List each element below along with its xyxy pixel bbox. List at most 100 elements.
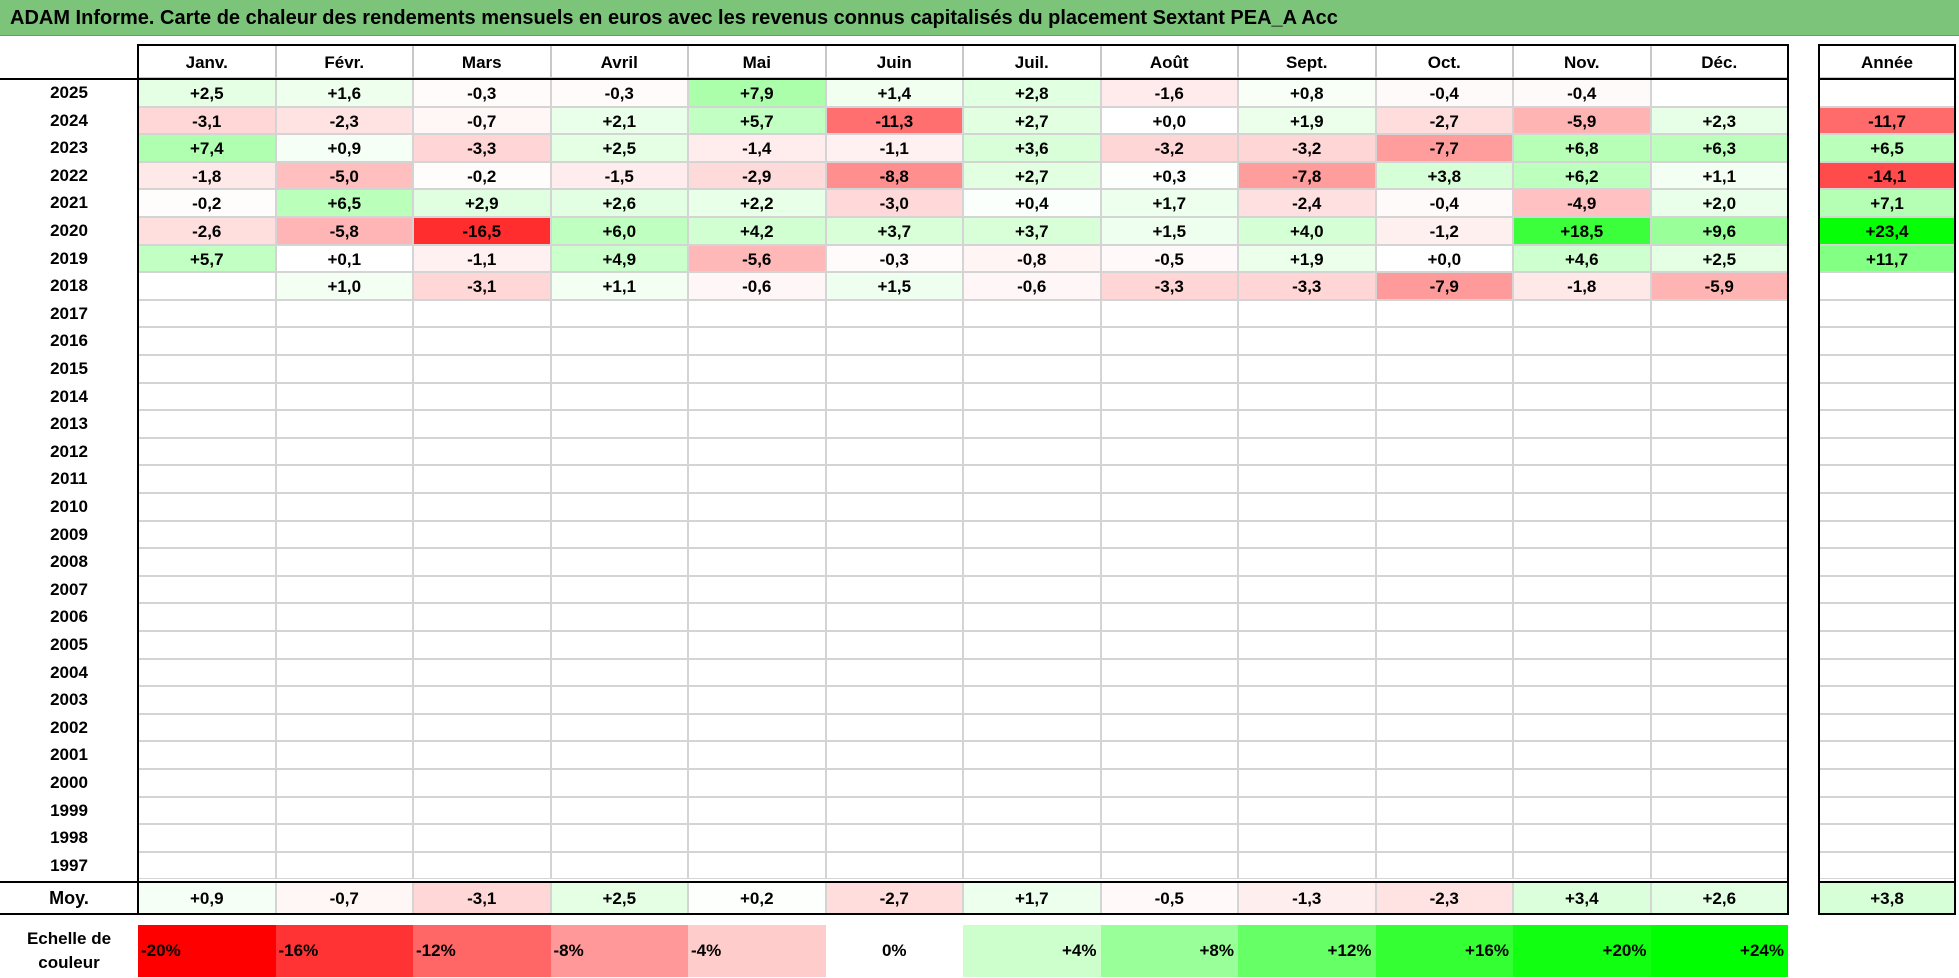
heat-cell (275, 741, 413, 769)
heat-cell: +1,1 (1650, 161, 1788, 190)
heat-cell (1238, 327, 1376, 355)
annual-cell (1819, 713, 1955, 742)
heat-cell (688, 603, 826, 631)
heat-cell (550, 437, 688, 466)
heat-cell: -0,4 (1375, 189, 1513, 217)
heat-cell (275, 355, 413, 383)
heat-cell (413, 410, 551, 438)
heat-cell: +1,1 (550, 272, 688, 300)
heat-cell (413, 299, 551, 328)
heat-cell (138, 713, 276, 742)
year-label: 2005 (50, 635, 88, 654)
annual-cell (1819, 741, 1955, 769)
heat-cell: -0,3 (550, 79, 688, 107)
heat-cell (550, 686, 688, 714)
month-header: Juin (825, 45, 963, 78)
year-label: 2024 (50, 110, 88, 130)
heat-cell (688, 437, 826, 466)
heat-cell (688, 713, 826, 742)
year-label: 2016 (50, 331, 88, 351)
average-cell: +1,7 (963, 882, 1101, 914)
year-label: 2007 (50, 579, 88, 599)
heat-cell (688, 465, 826, 493)
heat-cell (413, 493, 551, 521)
heat-cell: +2,3 (1650, 106, 1788, 135)
heat-cell (1100, 603, 1238, 631)
heat-cell (1100, 713, 1238, 742)
heat-cell: +1,9 (1238, 106, 1376, 135)
month-header: Août (1100, 45, 1238, 78)
heat-cell: +2,5 (550, 134, 688, 162)
heat-cell: -7,7 (1375, 134, 1513, 162)
heat-cell (275, 410, 413, 438)
heat-cell (1513, 493, 1651, 521)
heat-cell (963, 713, 1101, 742)
heat-cell (825, 575, 963, 604)
year-label: 2003 (50, 690, 88, 710)
scale-swatch: 0% (825, 925, 963, 977)
heat-cell: -0,5 (1100, 244, 1238, 273)
heat-cell (138, 299, 276, 328)
heat-cell (138, 686, 276, 714)
heat-cell: +2,5 (138, 79, 276, 107)
heat-cell (1650, 437, 1788, 466)
year-label: 2008 (50, 552, 88, 572)
heat-cell (413, 327, 551, 355)
heat-cell: -2,4 (1238, 189, 1376, 217)
scale-swatch: +24% (1650, 925, 1788, 977)
heat-cell (825, 465, 963, 493)
heat-cell (1375, 713, 1513, 742)
heat-cell (1650, 410, 1788, 438)
heat-cell (1238, 355, 1376, 383)
heat-cell (413, 658, 551, 687)
annual-cell (1819, 631, 1955, 659)
heat-cell (275, 658, 413, 687)
heat-cell (1650, 299, 1788, 328)
year-label: 2009 (50, 524, 88, 544)
heat-cell (1100, 327, 1238, 355)
heat-cell (275, 713, 413, 742)
average-cell: +0,2 (688, 882, 826, 914)
heat-cell: +5,7 (688, 106, 826, 135)
heat-cell (413, 796, 551, 825)
heat-cell (825, 741, 963, 769)
heat-cell (275, 548, 413, 576)
annual-header: Année (1819, 45, 1955, 78)
heat-cell (963, 327, 1101, 355)
heat-cell (688, 851, 826, 880)
heat-cell: +6,2 (1513, 161, 1651, 190)
heat-cell (1513, 851, 1651, 880)
heat-cell: -4,9 (1513, 189, 1651, 217)
year-label: 2017 (50, 303, 88, 323)
heat-cell (413, 824, 551, 852)
heat-cell (138, 272, 276, 300)
heat-cell (275, 631, 413, 659)
heat-cell (1513, 713, 1651, 742)
scale-swatch: -20% (138, 925, 276, 977)
heat-cell (1513, 741, 1651, 769)
heat-cell (275, 327, 413, 355)
heat-cell: +3,8 (1375, 161, 1513, 190)
heat-cell (688, 520, 826, 549)
heat-cell (138, 631, 276, 659)
heat-cell (275, 796, 413, 825)
heat-cell (275, 493, 413, 521)
heat-cell (1513, 575, 1651, 604)
heat-cell (963, 355, 1101, 383)
heat-cell: -1,8 (138, 161, 276, 190)
annual-cell (1819, 575, 1955, 604)
annual-cell (1819, 299, 1955, 328)
heat-cell (550, 603, 688, 631)
chart-title: ADAM Informe. Carte de chaleur des rende… (0, 0, 1959, 36)
heat-cell: -0,6 (688, 272, 826, 300)
heat-cell: -0,2 (413, 161, 551, 190)
heat-cell (1513, 631, 1651, 659)
heat-cell (1100, 493, 1238, 521)
year-label: 2001 (50, 745, 88, 765)
annual-cell (1819, 658, 1955, 687)
heat-cell: -8,8 (825, 161, 963, 190)
year-label: 2022 (50, 165, 88, 185)
heat-cell (1100, 465, 1238, 493)
year-label: 2019 (50, 248, 88, 268)
heat-cell: -0,6 (963, 272, 1101, 300)
